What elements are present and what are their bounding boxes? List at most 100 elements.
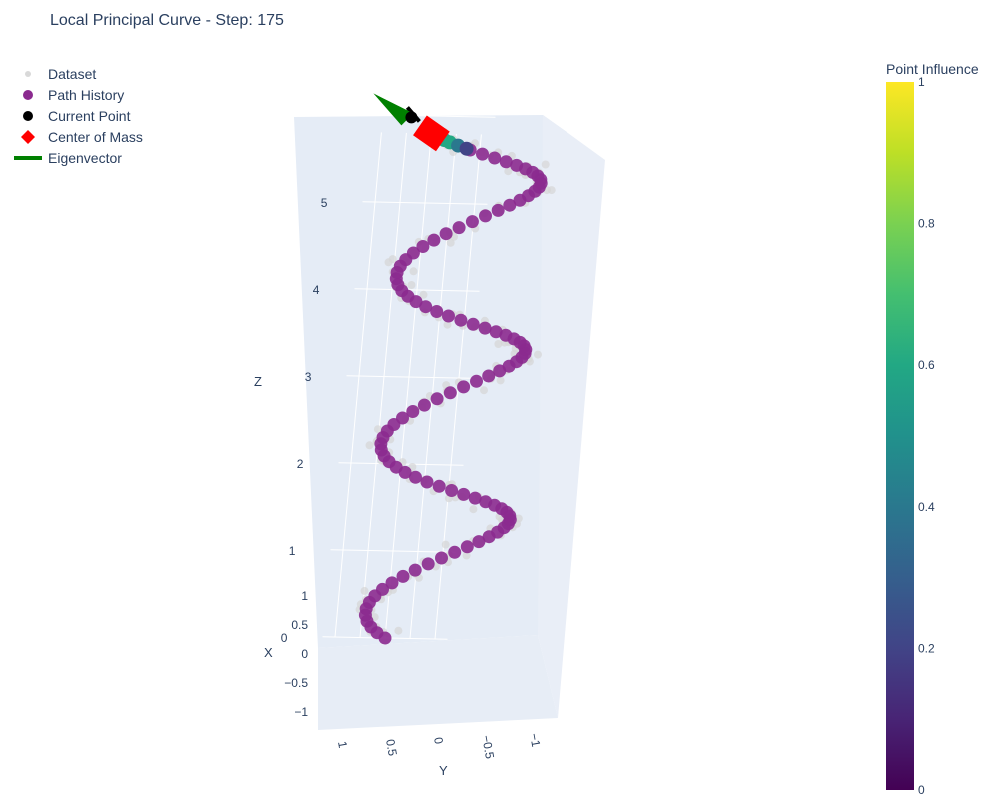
legend-label: Path History xyxy=(48,87,124,103)
dataset-point xyxy=(419,290,428,299)
dataset-point xyxy=(469,505,478,514)
dataset-point xyxy=(504,167,513,176)
dataset-point xyxy=(409,267,418,276)
dataset-point xyxy=(360,586,369,595)
legend-label: Eigenvector xyxy=(48,150,122,166)
path-history-point xyxy=(396,569,410,583)
legend-marker xyxy=(25,71,31,77)
legend-item-path-history[interactable]: Path History xyxy=(23,87,124,103)
dataset-point xyxy=(365,441,374,450)
x-axis-title: X xyxy=(264,645,273,660)
z-tick-label: 2 xyxy=(297,457,304,471)
dataset-point xyxy=(443,320,452,329)
path-history-point xyxy=(406,246,420,260)
path-history-point xyxy=(472,535,486,549)
legend-item-center-of-mass[interactable]: Center of Mass xyxy=(21,129,143,145)
x-axis-ticks: 10.50−0.5−1 xyxy=(284,589,308,719)
y-tick-label: −1 xyxy=(527,732,543,748)
z-axis-ticks: 0 1 2 3 4 5 xyxy=(281,196,328,645)
path-history-point xyxy=(491,203,505,217)
y-axis-ticks: 1 0.5 0 −0.5 −1 xyxy=(335,732,543,760)
colorbar-title: Point Influence xyxy=(886,61,979,77)
path-history-point xyxy=(466,317,480,331)
path-history-point xyxy=(443,386,457,400)
path-history-point xyxy=(376,582,389,596)
path-history-point xyxy=(435,551,448,565)
z-tick-label: 0 xyxy=(281,631,288,645)
dataset-point xyxy=(441,540,450,549)
colorbar-tick-label: 1 xyxy=(918,75,925,89)
path-history-point xyxy=(448,545,462,559)
path-history-point xyxy=(465,215,479,229)
path-history-point xyxy=(432,479,446,493)
gridline xyxy=(384,133,432,639)
path-history-point xyxy=(479,209,492,223)
colorbar-tick-label: 0.4 xyxy=(918,500,935,514)
scene-wall-side xyxy=(538,115,605,718)
path-history-point xyxy=(430,305,444,318)
gridline xyxy=(334,132,382,638)
dataset-point xyxy=(462,551,471,560)
dataset-point xyxy=(534,350,542,359)
current-marks xyxy=(373,93,450,152)
path-history-point xyxy=(452,221,466,235)
gridline xyxy=(359,132,407,638)
path-history-point xyxy=(476,147,489,161)
dataset-point xyxy=(494,340,503,348)
path-history-point xyxy=(482,369,496,383)
path-history-point xyxy=(460,540,474,554)
path-history-point xyxy=(445,484,459,497)
path-history-point xyxy=(427,233,441,247)
path-history-points xyxy=(358,134,548,645)
path-history-point xyxy=(439,227,453,241)
dataset-point xyxy=(480,386,488,395)
path-history-point xyxy=(417,398,431,412)
path-history-point xyxy=(468,491,482,505)
dataset-point xyxy=(541,160,550,169)
colorbar-gradient xyxy=(886,82,914,790)
path-history-point xyxy=(510,158,524,172)
path-history-point xyxy=(503,198,517,212)
legend-marker xyxy=(23,90,33,100)
path-history-point xyxy=(409,470,422,484)
y-axis-title: Y xyxy=(439,763,448,778)
path-history-point xyxy=(488,151,502,165)
dataset-point xyxy=(394,626,403,635)
3d-scene[interactable] xyxy=(294,93,605,730)
path-history-point xyxy=(442,309,455,323)
legend-item-eigenvector[interactable]: Eigenvector xyxy=(14,150,122,166)
x-tick-label: −0.5 xyxy=(284,676,308,690)
legend-label: Dataset xyxy=(48,66,96,82)
legend-item-current-point[interactable]: Current Point xyxy=(23,108,131,124)
path-history-point xyxy=(499,155,513,169)
path-history-point xyxy=(478,321,492,335)
legend-item-dataset[interactable]: Dataset xyxy=(25,66,96,82)
path-history-point xyxy=(457,380,471,394)
path-history-point xyxy=(385,576,399,590)
y-tick-label: 0 xyxy=(431,736,446,745)
dataset-point xyxy=(388,255,397,264)
z-tick-label: 5 xyxy=(321,196,328,210)
y-tick-label: 1 xyxy=(335,740,350,749)
colorbar-tick-label: 0.2 xyxy=(918,641,935,655)
path-history-point xyxy=(489,325,503,339)
path-history-point xyxy=(479,495,493,509)
eigenvector-cone xyxy=(373,93,414,126)
dataset-point xyxy=(373,425,382,434)
dataset-point xyxy=(547,186,556,195)
path-history-point xyxy=(457,487,471,501)
legend-label: Current Point xyxy=(48,108,131,124)
legend-marker xyxy=(23,111,33,121)
dataset-point xyxy=(496,376,505,385)
path-history-point xyxy=(470,374,483,388)
center-of-mass-marker xyxy=(413,115,450,152)
path-history-point xyxy=(454,313,468,327)
path-history-point xyxy=(408,563,422,577)
colorbar-ticks: 0 0.2 0.4 0.6 0.8 1 xyxy=(918,75,935,797)
path-history-point xyxy=(419,300,433,314)
legend[interactable]: Dataset Path History Current Point Center o… xyxy=(14,66,143,166)
scene-floor xyxy=(318,635,558,730)
path-history-point xyxy=(420,475,434,489)
legend-marker xyxy=(21,130,35,144)
